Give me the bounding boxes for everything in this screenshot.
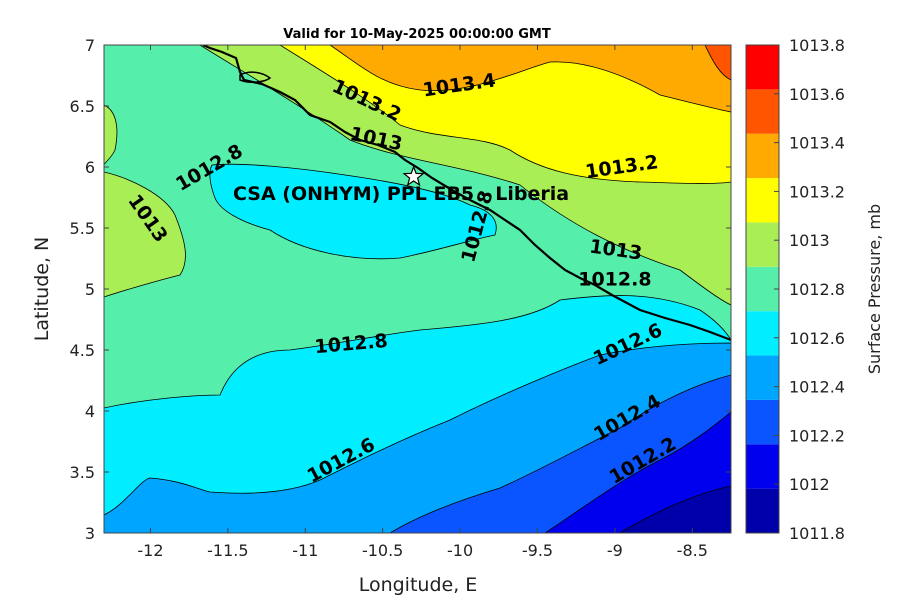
band-1013.6 <box>704 45 731 81</box>
colorbar-tick-label: 1012.6 <box>789 329 845 348</box>
colorbar-segment <box>746 311 779 356</box>
x-tick-label: -8.5 <box>677 541 708 560</box>
band-1013-nw <box>104 45 118 166</box>
station-marker <box>402 165 425 187</box>
colorbar-segment <box>746 399 779 445</box>
y-tick-label: 7 <box>85 36 95 55</box>
station-star-icon <box>402 165 425 187</box>
y-tick-label: 5.5 <box>70 219 95 238</box>
y-tick-label: 6 <box>85 158 95 177</box>
y-tick-label: 4.5 <box>70 341 95 360</box>
colorbar-segment <box>746 444 779 489</box>
x-tick-label: -10 <box>447 541 473 560</box>
y-axis-ticks: 3 3.5 4 4.5 5 5.5 6 6.5 7 <box>70 36 731 543</box>
x-axis-ticks: -12 -11.5 -11 -10.5 -10 -9.5 -9 -8.5 <box>137 45 708 560</box>
x-tick-label: -11 <box>292 541 318 560</box>
colorbar-segment <box>746 178 779 223</box>
x-tick-label: -12 <box>137 541 163 560</box>
colorbar-tick-label: 1012.8 <box>789 280 845 299</box>
colorbar-segment <box>746 45 779 90</box>
colorbar-segment <box>746 488 779 533</box>
x-tick-label: -11.5 <box>207 541 248 560</box>
y-tick-label: 3 <box>85 524 95 543</box>
band-1012.6-north <box>209 163 497 260</box>
x-axis-label: Longitude, E <box>359 574 478 596</box>
colorbar-segment <box>746 89 779 134</box>
y-tick-label: 5 <box>85 280 95 299</box>
x-tick-label: -9 <box>607 541 623 560</box>
y-tick-label: 4 <box>85 402 95 421</box>
colorbar-tick-label: 1011.8 <box>789 524 845 543</box>
colorbar: 1011.8 1012 1012.2 1012.4 1012.6 1012.8 1013 10… <box>745 36 845 543</box>
chart-title: Valid for 10-May-2025 00:00:00 GMT <box>283 27 551 42</box>
y-tick-label: 3.5 <box>70 463 95 482</box>
colorbar-tick-label: 1013.6 <box>789 85 845 104</box>
x-tick-label: -9.5 <box>522 541 553 560</box>
colorbar-tick-label: 1013.4 <box>789 134 845 153</box>
contour-fill-layer <box>104 45 731 533</box>
station-label: CSA (ONHYM) PPL EB5 - Liberia <box>233 183 569 205</box>
colorbar-label: Surface Pressure, mb <box>865 204 884 374</box>
colorbar-tick-label: 1012 <box>789 475 830 494</box>
band-1013-west <box>104 171 186 298</box>
colorbar-tick-label: 1012.2 <box>789 426 845 445</box>
band-1013.4 <box>329 45 731 113</box>
colorbar-tick-label: 1013.2 <box>789 182 845 201</box>
lake-outline <box>239 71 272 83</box>
colorbar-segment <box>746 133 779 179</box>
colorbar-tick-label: 1013 <box>789 231 830 250</box>
colorbar-tick-label: 1012.4 <box>789 378 845 397</box>
colorbar-segment <box>746 355 779 400</box>
colorbar-tick-label: 1013.8 <box>789 36 845 55</box>
colorbar-segment <box>746 222 779 267</box>
x-tick-label: -10.5 <box>362 541 403 560</box>
y-tick-label: 6.5 <box>70 97 95 116</box>
colorbar-segment <box>746 266 779 312</box>
contour-label: 1012.8 <box>578 268 651 290</box>
y-axis-label: Latitude, N <box>31 237 53 342</box>
